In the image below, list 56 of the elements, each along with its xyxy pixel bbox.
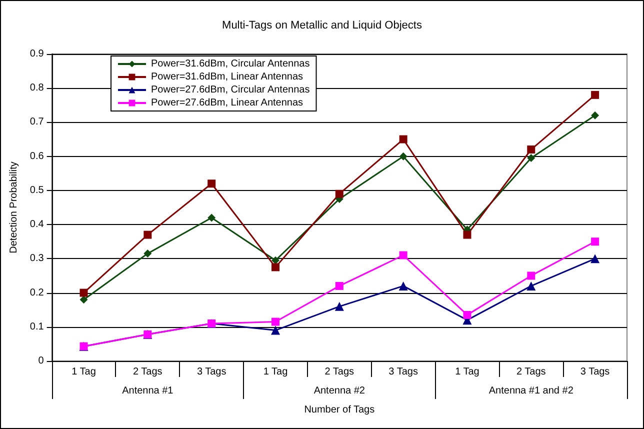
point <box>80 296 88 304</box>
legend-label: Power=27.6dBm, Circular Antennas <box>151 84 310 96</box>
x-tick-label: 3 Tags <box>580 366 610 378</box>
point <box>591 238 600 246</box>
x-tick-label: 1 Tag <box>455 366 480 378</box>
point <box>334 302 344 311</box>
y-tick-label: 0.6 <box>30 150 44 162</box>
y-tick-label: 0.9 <box>30 48 44 60</box>
y-tick-label: 0.1 <box>30 321 44 332</box>
y-tick-label: 0.5 <box>30 184 44 196</box>
point <box>399 135 408 144</box>
point <box>591 111 600 120</box>
point <box>208 180 216 188</box>
legend-label: Power=31.6dBm, Linear Antennas <box>151 72 304 82</box>
point <box>144 250 152 258</box>
x-tick-label: 1 Tag <box>72 366 96 378</box>
y-tick-label: 0.2 <box>30 287 44 298</box>
y-tick-label: 0.7 <box>30 116 44 128</box>
x-tick-label: 3 Tags <box>196 366 226 378</box>
x-tick-label: 3 Tags <box>388 366 418 378</box>
x-tick-label: 2 Tags <box>133 366 162 378</box>
y-tick-label: 0 <box>38 356 44 366</box>
point <box>590 254 600 264</box>
legend-label: Power=27.6dBm, Linear Antennas <box>151 98 304 108</box>
point <box>208 214 216 222</box>
point <box>271 263 280 272</box>
text: Antenna #2 <box>314 386 366 396</box>
point <box>144 230 152 239</box>
point <box>527 146 536 154</box>
y-tick-label: 0.8 <box>30 82 44 94</box>
point <box>463 310 472 319</box>
point <box>398 281 408 290</box>
point <box>591 90 600 99</box>
text: Antenna #1 <box>122 386 174 396</box>
point <box>271 318 280 326</box>
point <box>399 251 408 260</box>
x-tick-label: 1 Tag <box>263 366 288 378</box>
point <box>335 190 344 198</box>
x-axis-title: Number of Tags <box>304 404 375 416</box>
point <box>399 152 408 160</box>
text: Antenna #1 and #2 <box>488 386 574 396</box>
point <box>80 288 88 297</box>
y-tick-label: 0.4 <box>30 219 44 230</box>
x-tick-label: 2 Tags <box>516 366 546 378</box>
y-axis-title: Detection Probability <box>8 162 20 254</box>
y-tick-label: 0.3 <box>30 253 44 264</box>
point <box>527 272 536 280</box>
x-tick-label: 2 Tags <box>324 366 354 378</box>
point <box>335 282 344 290</box>
point <box>463 230 472 239</box>
point <box>526 281 536 290</box>
point <box>271 256 280 264</box>
point <box>527 154 536 162</box>
chart-title: Multi-Tags on Metallic and Liquid Objects <box>222 20 422 32</box>
legend-label: Power=31.6dBm, Circular Antennas <box>151 58 310 70</box>
point <box>270 326 280 335</box>
